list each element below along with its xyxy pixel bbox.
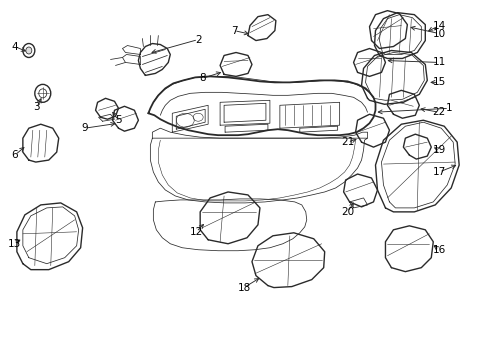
Text: 17: 17 (433, 167, 446, 177)
Text: 10: 10 (433, 28, 446, 39)
Text: 21: 21 (341, 137, 354, 147)
Text: 4: 4 (12, 41, 18, 51)
Text: 15: 15 (433, 77, 446, 87)
Text: 11: 11 (433, 58, 446, 67)
Text: 20: 20 (341, 207, 354, 217)
Text: 8: 8 (199, 73, 205, 84)
Text: 16: 16 (433, 245, 446, 255)
Text: 22: 22 (433, 107, 446, 117)
Text: 13: 13 (8, 239, 22, 249)
Text: 12: 12 (190, 227, 203, 237)
Text: 1: 1 (446, 103, 453, 113)
Text: 14: 14 (433, 21, 446, 31)
Text: 18: 18 (237, 283, 250, 293)
Ellipse shape (26, 47, 32, 54)
Text: 19: 19 (433, 145, 446, 155)
Text: 9: 9 (81, 123, 88, 133)
Text: 7: 7 (231, 26, 237, 36)
Text: 5: 5 (115, 115, 122, 125)
Text: 3: 3 (33, 102, 40, 112)
Text: 6: 6 (12, 150, 18, 160)
Text: 2: 2 (195, 35, 201, 45)
